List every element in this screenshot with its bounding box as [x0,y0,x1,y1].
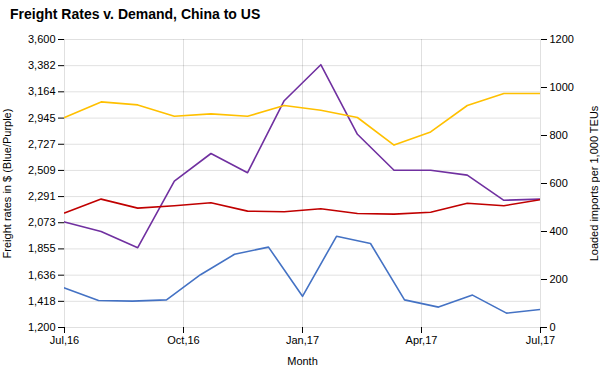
svg-text:200: 200 [550,273,568,285]
svg-text:1200: 1200 [550,33,574,45]
svg-text:1,855: 1,855 [28,242,56,254]
html-text:Freight Rates v. Demand, China: Freight Rates v. Demand, China to US [10,6,261,22]
svg-text:2,945: 2,945 [28,112,56,124]
svg-text:Jan,17: Jan,17 [286,334,319,346]
svg-text:3,600: 3,600 [28,33,56,45]
svg-text:2,073: 2,073 [28,216,56,228]
svg-text:400: 400 [550,225,568,237]
svg-text:1,418: 1,418 [28,295,56,307]
svg-text:3,382: 3,382 [28,59,56,71]
svg-text:Loaded imports per 1,000 TEUs: Loaded imports per 1,000 TEUs [588,105,600,261]
svg-text:1,200: 1,200 [28,321,56,333]
svg-text:2,291: 2,291 [28,190,56,202]
svg-text:800: 800 [550,129,568,141]
svg-text:0: 0 [550,321,556,333]
svg-text:Apr,17: Apr,17 [406,334,438,346]
svg-text:2,509: 2,509 [28,164,56,176]
svg-text:Month: Month [287,355,318,367]
svg-text:Oct,16: Oct,16 [167,334,199,346]
svg-text:1,636: 1,636 [28,269,56,281]
svg-text:2,727: 2,727 [28,138,56,150]
svg-text:600: 600 [550,177,568,189]
svg-text:Freight rates in $ (Blue/Purpl: Freight rates in $ (Blue/Purple) [1,109,13,259]
svg-text:1000: 1000 [550,81,574,93]
svg-text:Jul,16: Jul,16 [50,334,79,346]
svg-text:Jul,17: Jul,17 [526,334,555,346]
svg-text:3,164: 3,164 [28,85,56,97]
